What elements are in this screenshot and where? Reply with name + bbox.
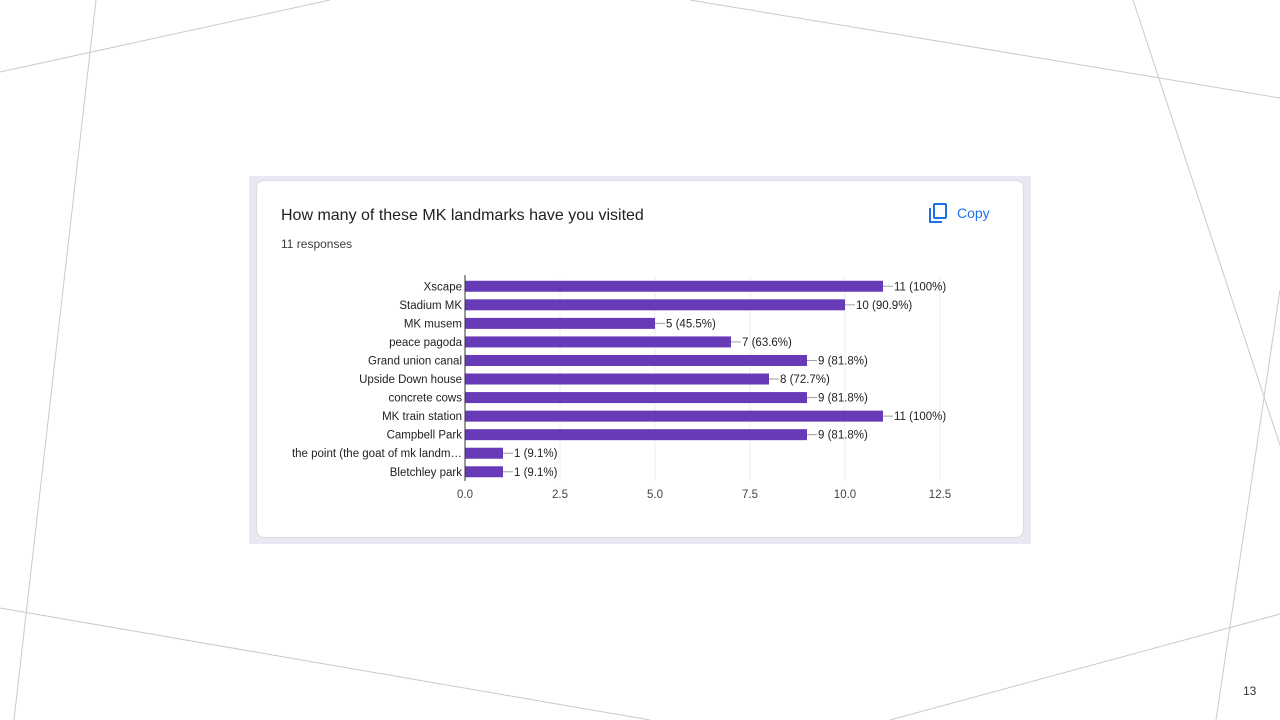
x-tick-label: 5.0 — [647, 489, 663, 501]
category-label: MK train station — [382, 411, 462, 423]
copy-icon — [929, 203, 947, 223]
data-label: 8 (72.7%) — [780, 374, 830, 386]
copy-button[interactable]: Copy — [929, 201, 990, 225]
response-count: 11 responses — [281, 237, 353, 251]
data-label: 9 (81.8%) — [818, 355, 868, 367]
bar — [465, 466, 503, 478]
bar — [465, 429, 807, 441]
chart-screenshot-frame: How many of these MK landmarks have you … — [249, 176, 1031, 544]
category-label: Stadium MK — [399, 300, 462, 312]
data-label: 10 (90.9%) — [856, 300, 912, 312]
data-label: 11 (100%) — [894, 411, 946, 423]
x-tick-label: 2.5 — [552, 489, 568, 501]
category-label: the point (the goat of mk landm… — [292, 448, 462, 460]
data-label: 11 (100%) — [894, 281, 946, 293]
category-label: MK musem — [404, 318, 462, 330]
deco-line — [13, 0, 97, 720]
x-tick-label: 12.5 — [929, 489, 951, 501]
page-number: 13 — [1243, 684, 1257, 698]
data-label: 1 (9.1%) — [514, 448, 558, 460]
data-label: 7 (63.6%) — [742, 337, 792, 349]
copy-label: Copy — [957, 205, 990, 221]
x-tick-label: 0.0 — [457, 489, 473, 501]
deco-line — [889, 613, 1280, 720]
data-label: 5 (45.5%) — [666, 318, 716, 330]
category-label: Upside Down house — [359, 374, 462, 386]
category-label: Bletchley park — [390, 467, 462, 479]
bar — [465, 373, 769, 385]
bar — [465, 280, 883, 292]
x-tick-label: 10.0 — [834, 489, 856, 501]
bar — [465, 299, 845, 311]
response-card: How many of these MK landmarks have you … — [256, 180, 1024, 538]
deco-line — [1132, 0, 1280, 446]
data-label: 1 (9.1%) — [514, 467, 558, 479]
bar — [465, 410, 883, 422]
bar — [465, 447, 503, 459]
bar — [465, 354, 807, 366]
bar — [465, 336, 731, 348]
bar — [465, 392, 807, 404]
category-label: Campbell Park — [387, 430, 463, 442]
category-label: concrete cows — [388, 393, 462, 405]
x-tick-label: 7.5 — [742, 489, 758, 501]
data-label: 9 (81.8%) — [818, 430, 868, 442]
bar — [465, 317, 655, 329]
category-label: Xscape — [424, 281, 462, 293]
deco-line — [689, 0, 1280, 99]
deco-line — [1215, 289, 1280, 720]
data-label: 9 (81.8%) — [818, 393, 868, 405]
deco-line — [0, 0, 331, 73]
category-label: peace pagoda — [389, 337, 463, 349]
category-label: Grand union canal — [368, 355, 462, 367]
bar-chart: Xscape 11 (100%) Stadium MK 10 (90.9%) MK mu… — [292, 275, 951, 501]
deco-line — [0, 607, 651, 720]
question-title: How many of these MK landmarks have you … — [281, 207, 644, 224]
